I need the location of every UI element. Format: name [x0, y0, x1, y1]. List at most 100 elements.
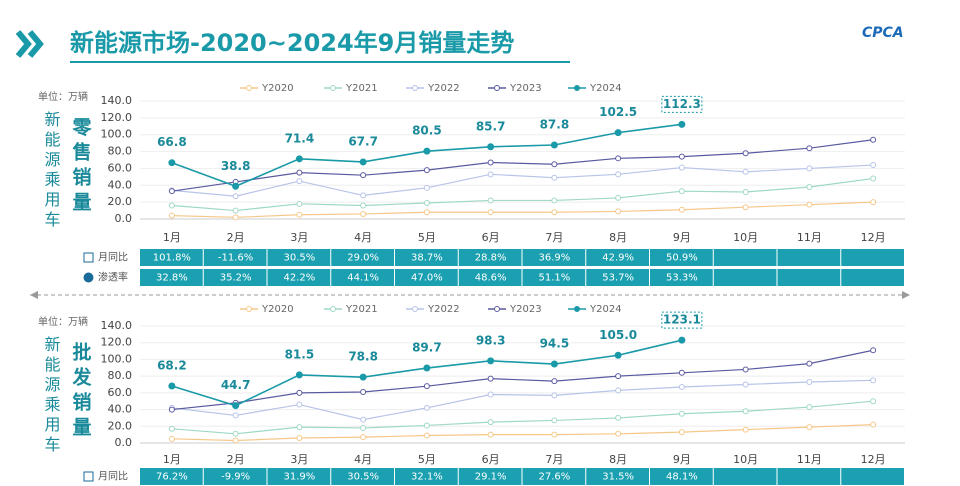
x-tick-label: 1月: [163, 453, 181, 466]
y-tick-label: 60.0: [108, 161, 133, 174]
data-label: 87.8: [540, 117, 570, 131]
x-tick-label: 1月: [163, 231, 181, 244]
point: [742, 366, 749, 373]
table-value: -9.9%: [221, 472, 250, 483]
unit-label: 单位：万辆: [38, 315, 88, 328]
point: [806, 378, 813, 385]
x-tick-label: 7月: [545, 453, 563, 466]
point: [487, 159, 494, 166]
table-value: 31.9%: [283, 472, 315, 483]
y-tick-label: 20.0: [108, 195, 133, 208]
point: [806, 183, 813, 190]
table-value: 30.5%: [283, 253, 315, 264]
point: [870, 377, 877, 384]
data-label: 38.8: [221, 159, 251, 173]
point: [678, 429, 685, 436]
data-label: 68.2: [157, 359, 187, 373]
series-line: [171, 164, 874, 197]
table-cell: [140, 468, 203, 485]
x-tick-label: 2月: [227, 231, 245, 244]
point: [423, 147, 431, 155]
table-value: 28.8%: [475, 253, 507, 264]
table-value: 27.6%: [538, 472, 570, 483]
point: [360, 424, 367, 431]
label-box: [661, 311, 703, 329]
data-label: 66.8: [157, 135, 187, 149]
point: [487, 419, 494, 426]
point: [168, 382, 176, 390]
y-tick-label: 20.0: [108, 419, 133, 432]
point: [551, 417, 558, 424]
table-cell: [713, 468, 777, 485]
x-tick-label: 10月: [733, 231, 758, 244]
table-value: 44.1%: [347, 273, 379, 284]
point: [296, 211, 303, 218]
point: [742, 426, 749, 433]
point: [806, 404, 813, 411]
table-cell: [522, 249, 586, 266]
page-title: 新能源市场-2020~2024年9月销量走势: [70, 29, 514, 57]
table-cell: [522, 468, 586, 485]
table-cell: [267, 269, 331, 286]
table-value: 53.7%: [602, 273, 634, 284]
table-value: 101.8%: [153, 253, 191, 264]
table-cell: [267, 249, 331, 266]
point: [360, 210, 367, 217]
chart-title: 批发销量: [70, 342, 93, 442]
data-label: 89.7: [412, 341, 442, 355]
data-label: 102.5: [599, 105, 637, 119]
series-line: [171, 139, 874, 192]
point: [870, 398, 877, 405]
point: [487, 375, 494, 382]
table-value: 42.2%: [283, 273, 315, 284]
point: [742, 204, 749, 211]
y-tick-label: 0.0: [115, 436, 133, 449]
table-cell: [203, 468, 267, 485]
y-tick-label: 140.0: [101, 94, 133, 107]
table-cell: [650, 468, 713, 485]
point: [423, 167, 430, 174]
table-cell: [331, 249, 394, 266]
legend-marker: [246, 85, 252, 91]
point: [360, 434, 367, 441]
point: [806, 360, 813, 367]
table-value: 51.1%: [538, 273, 570, 284]
side-label: 新能源乘用车: [42, 336, 61, 456]
table-cell: [140, 249, 203, 266]
table-cell: [777, 249, 841, 266]
y-tick-label: 60.0: [108, 386, 133, 399]
point: [678, 188, 685, 195]
point: [615, 430, 622, 437]
point: [487, 197, 494, 204]
point: [678, 384, 685, 391]
x-tick-label: 9月: [673, 231, 691, 244]
point: [551, 209, 558, 216]
point: [870, 347, 877, 354]
data-label: 112.3: [663, 97, 701, 111]
legend-marker: [494, 306, 500, 312]
table-cell: [713, 269, 777, 286]
point: [360, 416, 367, 423]
series-line: [171, 349, 874, 411]
table-cell: [140, 269, 203, 286]
point: [870, 136, 877, 143]
x-tick-label: 11月: [797, 453, 822, 466]
x-tick-label: 5月: [418, 453, 436, 466]
point: [359, 158, 367, 166]
table-value: 38.7%: [411, 253, 443, 264]
legend-label: Y2022: [427, 83, 460, 94]
row-icon: [83, 272, 94, 283]
table-value: 36.9%: [538, 253, 570, 264]
x-tick-label: 8月: [609, 453, 627, 466]
point: [487, 171, 494, 178]
point: [232, 182, 240, 190]
point: [487, 209, 494, 216]
label-box: [661, 95, 703, 113]
table-cell: [331, 269, 394, 286]
series-line: [171, 201, 874, 218]
table-value: 47.0%: [411, 273, 443, 284]
y-tick-label: 120.0: [101, 111, 133, 124]
table-cell: [586, 249, 649, 266]
point: [870, 421, 877, 428]
